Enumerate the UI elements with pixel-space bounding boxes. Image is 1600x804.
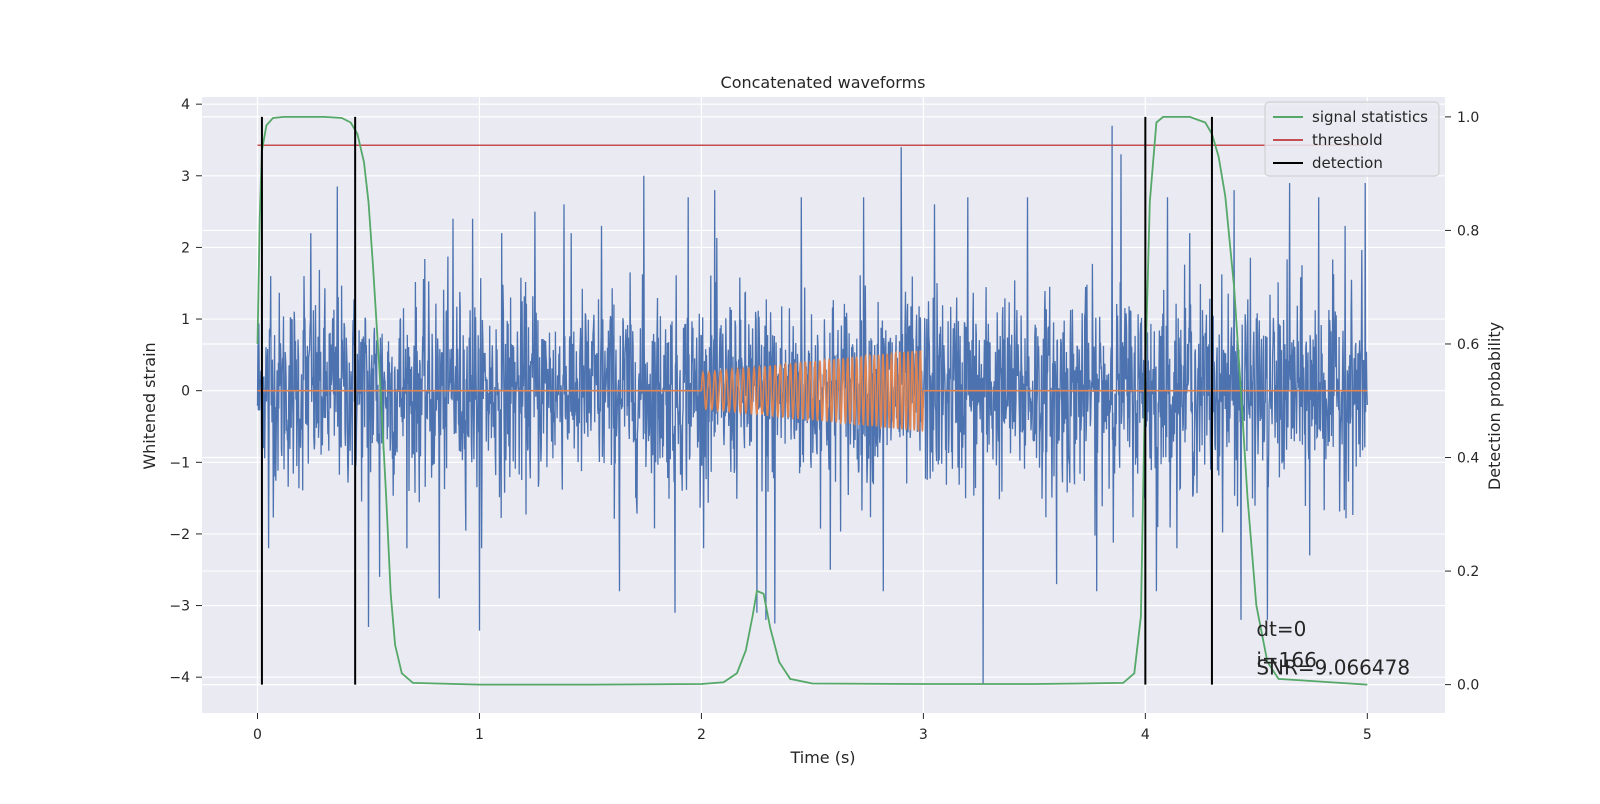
y-axis-label: Whitened strain: [140, 342, 159, 469]
x-tick-label: 1: [475, 727, 484, 743]
y-tick-label: 1: [181, 312, 190, 328]
x-tick-label: 0: [253, 727, 262, 743]
y-tick-label: −1: [169, 455, 190, 471]
y-tick-label: 3: [181, 169, 190, 185]
x-axis-label: Time (s): [789, 748, 855, 767]
y-right-axis-label: Detection probability: [1485, 322, 1504, 490]
y-right-tick-label: 0.4: [1457, 451, 1479, 467]
y-right-tick-label: 0.2: [1457, 564, 1479, 580]
chart-title: Concatenated waveforms: [721, 73, 926, 92]
annotation-text: i=166: [1256, 648, 1317, 672]
legend-box: [1264, 101, 1440, 177]
y-right-tick-label: 0.6: [1457, 337, 1479, 353]
legend: signal statistics threshold detection: [1264, 101, 1440, 177]
y-tick-label: −4: [169, 670, 190, 686]
x-tick-label: 3: [919, 727, 928, 743]
x-tick-label: 2: [697, 727, 706, 743]
y-tick-label: 0: [181, 384, 190, 400]
x-tick-label: 4: [1141, 727, 1150, 743]
y-tick-label: −2: [169, 527, 190, 543]
y-right-tick-label: 1.0: [1457, 110, 1479, 126]
y-tick-label: −3: [169, 599, 190, 615]
y-axis-ticks: −4 −3 −2 −1 0 1 2 3 4: [169, 97, 202, 686]
x-tick-label: 5: [1363, 727, 1372, 743]
legend-label: threshold: [1312, 131, 1383, 149]
series-probability: [256, 116, 1368, 686]
y-right-tick-label: 0.8: [1457, 223, 1479, 239]
legend-label: detection: [1312, 154, 1383, 172]
y-right-axis-ticks: 0.0 0.2 0.4 0.6 0.8 1.0: [1445, 110, 1479, 694]
y-right-tick-label: 0.0: [1457, 678, 1479, 694]
annotation-text: dt=0: [1256, 617, 1306, 641]
annotation-text: SNR=9.066478: [1256, 656, 1410, 680]
y-tick-label: 2: [181, 240, 190, 256]
y-tick-label: 4: [181, 97, 190, 113]
x-axis-ticks: 0 1 2 3 4 5: [253, 713, 1372, 743]
legend-label: signal statistics: [1312, 108, 1428, 126]
